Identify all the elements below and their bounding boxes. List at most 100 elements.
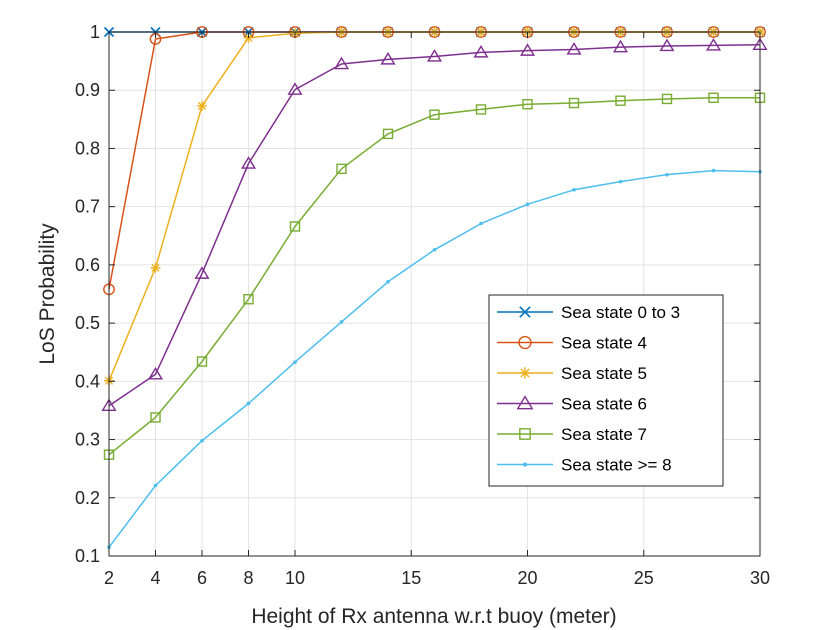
data-point-series-5 [386, 279, 390, 284]
y-tick-label: 0.4 [75, 371, 100, 391]
y-tick-label: 0.6 [75, 255, 100, 275]
data-point-series-3 [705, 38, 722, 51]
data-point-series-5 [200, 438, 204, 443]
series-line-3 [108, 44, 761, 407]
data-point-series-4 [568, 97, 580, 109]
square-marker [243, 294, 254, 305]
y-axis-ticks: 0.1 0.2 0.3 0.4 0.5 0.6 0.7 0.8 0.9 1 [75, 22, 760, 566]
data-point-series-5 [479, 221, 483, 226]
triangle-marker [380, 52, 396, 65]
dot-marker [246, 401, 251, 406]
triangle-marker [566, 42, 582, 55]
asterisk-marker [150, 262, 161, 273]
triangle-marker [287, 82, 303, 95]
data-point-series-4 [289, 221, 301, 232]
data-point-series-5 [246, 401, 251, 406]
data-point-series-5 [525, 202, 530, 207]
data-point-series-3 [519, 43, 536, 56]
data-point-series-3 [147, 366, 164, 380]
legend-marker-2 [519, 367, 531, 379]
x-tick-label: 20 [517, 568, 537, 588]
data-point-series-5 [665, 172, 669, 177]
dot-marker [153, 483, 158, 488]
data-point-series-5 [618, 179, 623, 184]
dot-marker [525, 202, 530, 207]
x-tick-label: 30 [750, 568, 770, 588]
square-marker [382, 128, 394, 140]
y-tick-label: 0.9 [75, 80, 100, 100]
legend-label-1: Sea state 4 [561, 334, 647, 353]
data-point-series-4 [429, 109, 440, 120]
square-marker [289, 221, 301, 232]
data-point-series-3 [380, 52, 396, 65]
data-point-series-5 [153, 483, 158, 488]
x-tick-label: 8 [243, 568, 253, 588]
x-tick-label: 25 [634, 568, 654, 588]
x-marker [519, 306, 531, 318]
circle-marker [518, 335, 532, 350]
data-point-series-4 [196, 356, 208, 367]
legend-label-4: Sea state 7 [561, 425, 647, 444]
y-tick-label: 0.1 [75, 546, 100, 566]
data-point-series-4 [615, 95, 626, 106]
plot-frame [108, 31, 761, 557]
asterisk-marker [519, 367, 531, 379]
legend-label-2: Sea state 5 [561, 364, 647, 383]
triangle-marker [659, 38, 675, 52]
data-point-series-3 [333, 56, 350, 70]
data-point-series-4 [382, 128, 394, 140]
asterisk-marker [197, 100, 207, 111]
dot-marker [293, 360, 297, 364]
triangle-marker [519, 43, 536, 56]
y-tick-label: 0.8 [75, 138, 100, 158]
dot-marker [522, 462, 528, 467]
triangle-marker [516, 395, 534, 410]
series-line-4 [108, 97, 760, 456]
legend-marker-0 [519, 306, 531, 318]
triangle-marker [705, 38, 722, 51]
data-point-series-3 [566, 42, 582, 55]
data-point-series-3 [612, 39, 629, 53]
dot-marker [432, 247, 437, 252]
dot-marker [339, 320, 344, 324]
x-axis-label: Height of Rx antenna w.r.t buoy (meter) [251, 605, 616, 628]
legend-label-0: Sea state 0 to 3 [561, 303, 680, 322]
dot-marker [200, 438, 204, 443]
square-marker [568, 97, 580, 109]
data-point-series-5 [432, 247, 437, 252]
legend-box [488, 294, 724, 487]
data-point-series-3 [240, 156, 257, 169]
dot-marker [386, 279, 390, 284]
dot-marker [618, 179, 623, 184]
data-point-series-4 [661, 93, 673, 105]
legend-label-5: Sea state >= 8 [561, 456, 672, 475]
legend-marker-3 [516, 395, 534, 410]
data-point-series-3 [659, 38, 675, 52]
data-point-series-4 [336, 163, 347, 175]
square-marker [519, 428, 531, 440]
dot-marker [711, 168, 716, 173]
data-point-series-3 [426, 49, 443, 62]
square-marker [475, 104, 487, 115]
data-point-series-3 [473, 45, 489, 58]
square-marker [429, 109, 440, 120]
data-point-series-4 [243, 294, 254, 305]
dot-marker [572, 187, 576, 192]
data-point-series-2 [197, 100, 207, 111]
dot-marker [665, 172, 669, 177]
data-point-series-3 [194, 266, 210, 279]
data-point-series-4 [150, 412, 161, 423]
y-tick-label: 0.7 [75, 197, 100, 217]
data-point-series-5 [339, 320, 344, 324]
data-point-series-5 [711, 168, 716, 173]
data-point-series-3 [287, 82, 303, 95]
y-axis-label: LoS Probability [36, 223, 59, 365]
data-point-series-2 [150, 262, 161, 273]
x-tick-label: 4 [150, 568, 160, 588]
square-marker [336, 163, 347, 175]
x-axis-ticks: 2 4 6 8 10 15 20 25 30 [104, 32, 770, 588]
y-tick-label: 0.3 [75, 430, 100, 450]
square-marker [615, 95, 626, 106]
x-tick-label: 15 [401, 568, 421, 588]
